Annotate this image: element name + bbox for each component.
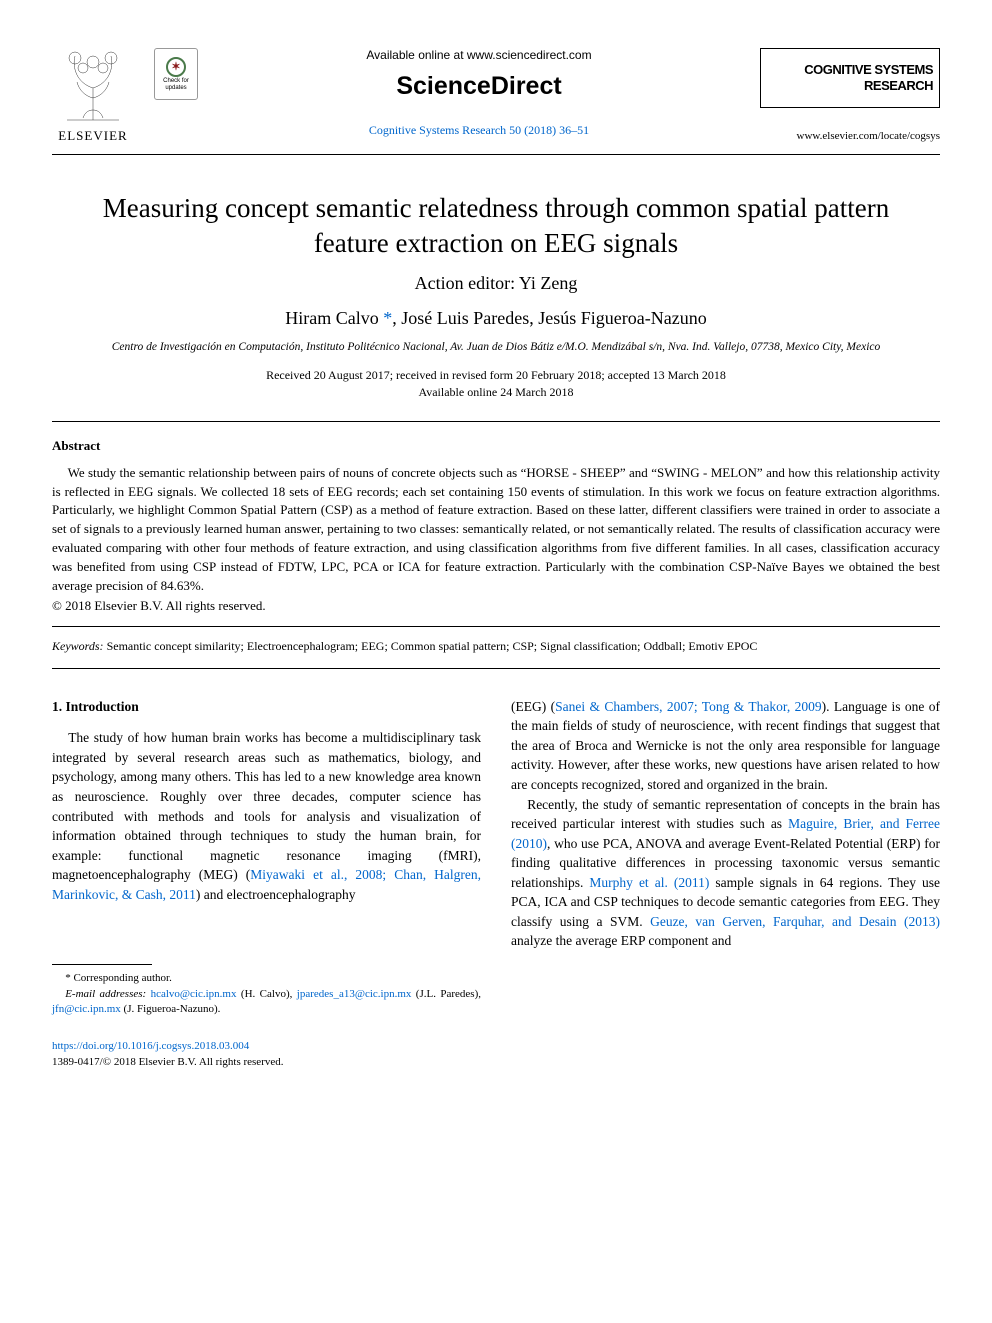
affiliation: Centro de Investigación en Computación, … [52, 341, 940, 353]
fn-paren-2: (J.L. Paredes), [411, 988, 481, 1000]
elsevier-wordmark: ELSEVIER [58, 128, 127, 144]
citation-line[interactable]: Cognitive Systems Research 50 (2018) 36–… [210, 123, 748, 138]
elsevier-tree-icon [57, 48, 129, 126]
right-column: (EEG) (Sanei & Chambers, 2007; Tong & Th… [511, 697, 940, 1018]
check-updates-label: Check for updates [157, 78, 195, 91]
locate-url: www.elsevier.com/locate/cogsys [760, 130, 940, 142]
footnote-emails: E-mail addresses: hcalvo@cic.ipn.mx (H. … [52, 987, 481, 1018]
left-column: 1. Introduction The study of how human b… [52, 697, 481, 1018]
intro-text-1b: ) and electroencephalography [196, 887, 356, 902]
keywords-label: Keywords: [52, 639, 104, 653]
rule-after-keywords [52, 668, 940, 669]
check-updates-icon: ✶ [166, 57, 186, 77]
fn-paren-1: (H. Calvo), [237, 988, 297, 1000]
journal-cover: Cognitive Systems RESEARCH [760, 48, 940, 108]
header-center: Available online at www.sciencedirect.co… [198, 48, 760, 138]
footnote-corresponding: * Corresponding author. [52, 971, 481, 986]
abstract-heading: Abstract [52, 438, 940, 454]
intro-para-2: Recently, the study of semantic represen… [511, 795, 940, 952]
copyright-line: © 2018 Elsevier B.V. All rights reserved… [52, 598, 940, 614]
ref-geuze[interactable]: Geuze, van Gerven, Farquhar, and Desain … [650, 914, 940, 929]
footnote-block: * Corresponding author. E-mail addresses… [52, 971, 481, 1017]
intro-text-1a: The study of how human brain works has b… [52, 730, 481, 882]
page-root: ELSEVIER ✶ Check for updates Available o… [0, 0, 992, 1110]
intro-para-1: The study of how human brain works has b… [52, 728, 481, 904]
article-title: Measuring concept semantic relatedness t… [52, 191, 940, 261]
keywords-block: Keywords: Semantic concept similarity; E… [52, 627, 940, 668]
available-online-text: Available online at www.sciencedirect.co… [210, 48, 748, 62]
dates-online: Available online 24 March 2018 [52, 384, 940, 401]
sciencedirect-logo: ScienceDirect [210, 72, 748, 101]
elsevier-logo: ELSEVIER [52, 48, 134, 144]
doi-link[interactable]: https://doi.org/10.1016/j.cogsys.2018.03… [52, 1039, 940, 1054]
check-updates-badge[interactable]: ✶ Check for updates [154, 48, 198, 100]
corresponding-asterisk: * [379, 308, 393, 328]
fn-paren-3: (J. Figueroa-Nazuno). [121, 1003, 221, 1015]
header-left: ELSEVIER ✶ Check for updates [52, 48, 198, 144]
footnote-separator [52, 964, 152, 965]
abstract-block: Abstract We study the semantic relations… [52, 422, 940, 626]
page-footer: https://doi.org/10.1016/j.cogsys.2018.03… [52, 1039, 940, 1070]
authors-line: Hiram Calvo *, José Luis Paredes, Jesús … [52, 308, 940, 329]
dates-received: Received 20 August 2017; received in rev… [52, 367, 940, 384]
issn-copyright: 1389-0417/© 2018 Elsevier B.V. All right… [52, 1055, 940, 1070]
header-row: ELSEVIER ✶ Check for updates Available o… [52, 48, 940, 155]
section-1-heading: 1. Introduction [52, 697, 481, 717]
article-dates: Received 20 August 2017; received in rev… [52, 367, 940, 401]
keywords-text: Semantic concept similarity; Electroence… [104, 639, 758, 653]
footnote-email-label: E-mail addresses: [65, 988, 146, 1000]
ref-murphy[interactable]: Murphy et al. (2011) [589, 875, 709, 890]
col2-text-1a: (EEG) ( [511, 699, 555, 714]
header-right: Cognitive Systems RESEARCH www.elsevier.… [760, 48, 940, 142]
ref-sanei-tong[interactable]: Sanei & Chambers, 2007; Tong & Thakor, 2… [555, 699, 821, 714]
action-editor: Action editor: Yi Zeng [52, 273, 940, 294]
col2-text-2d: analyze the average ERP component and [511, 933, 731, 948]
intro-para-1-cont: (EEG) (Sanei & Chambers, 2007; Tong & Th… [511, 697, 940, 795]
body-columns: 1. Introduction The study of how human b… [52, 697, 940, 1018]
email-calvo[interactable]: hcalvo@cic.ipn.mx [151, 988, 237, 1000]
journal-cover-title: Cognitive Systems RESEARCH [761, 62, 939, 93]
abstract-text: We study the semantic relationship betwe… [52, 464, 940, 596]
email-paredes[interactable]: jparedes_a13@cic.ipn.mx [297, 988, 412, 1000]
email-figueroa[interactable]: jfn@cic.ipn.mx [52, 1003, 121, 1015]
